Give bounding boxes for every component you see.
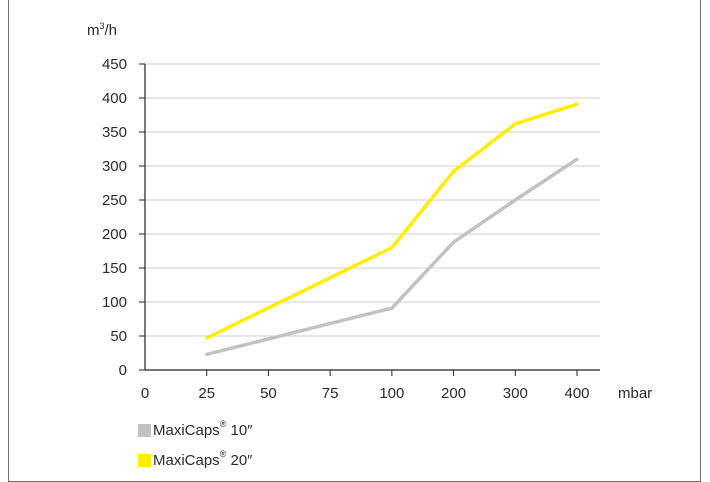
legend-label-series-2: MaxiCaps® 20″ xyxy=(153,449,253,469)
x-tick-label-75: 75 xyxy=(322,385,339,402)
y-tick-label-150: 150 xyxy=(102,260,127,277)
x-tick-label-50: 50 xyxy=(260,385,277,402)
x-axis-label: mbar xyxy=(618,385,652,402)
x-tick-label-0: 0 xyxy=(141,385,149,402)
axes xyxy=(139,63,600,376)
y-tick-label-400: 400 xyxy=(102,90,127,107)
data-point-series-1-x-25 xyxy=(205,352,209,356)
y-tick-label-300: 300 xyxy=(102,158,127,175)
y-tick-labels: 0 50 100 150 200 250 300 350 400 450 xyxy=(102,56,127,379)
data-point-series-2-x-200 xyxy=(451,169,456,174)
y-tick-label-100: 100 xyxy=(102,294,127,311)
y-axis-label: m3/h xyxy=(87,21,117,39)
y-tick-label-200: 200 xyxy=(102,226,127,243)
data-point-series-1-x-100 xyxy=(390,306,394,310)
x-tick-labels: 0 25 50 75 100 200 300 400 xyxy=(141,385,590,402)
y-tick-label-450: 450 xyxy=(102,56,127,73)
x-tick-label-25: 25 xyxy=(198,385,215,402)
y-tick-label-250: 250 xyxy=(102,192,127,209)
data-point-series-2-x-400 xyxy=(575,102,579,106)
x-tick-label-200: 200 xyxy=(441,385,466,402)
data-point-series-2-x-100 xyxy=(390,246,394,250)
series-line-1 xyxy=(206,157,578,357)
legend-item-series-1: MaxiCaps® 10″ xyxy=(138,419,253,439)
legend-label-series-1: MaxiCaps® 10″ xyxy=(153,419,253,439)
x-tick-label-100: 100 xyxy=(379,385,404,402)
data-point-series-1-x-400 xyxy=(575,157,579,161)
data-point-series-2-x-25 xyxy=(205,336,209,340)
y-tick-label-0: 0 xyxy=(119,362,127,379)
legend-swatch-series-1 xyxy=(138,423,151,437)
x-tick-label-300: 300 xyxy=(503,385,528,402)
legend-swatch-series-2 xyxy=(138,453,151,467)
y-tick-label-350: 350 xyxy=(102,124,127,141)
y-tick-label-50: 50 xyxy=(110,328,127,345)
gridlines xyxy=(145,63,600,337)
x-tick-label-400: 400 xyxy=(564,385,589,402)
series-lines xyxy=(205,102,579,357)
data-point-series-1-x-300 xyxy=(513,198,517,202)
series-line-2 xyxy=(205,102,578,340)
data-point-series-1-x-200 xyxy=(451,240,456,244)
data-point-series-2-x-300 xyxy=(513,122,517,126)
legend-item-series-2: MaxiCaps® 20″ xyxy=(138,449,253,469)
